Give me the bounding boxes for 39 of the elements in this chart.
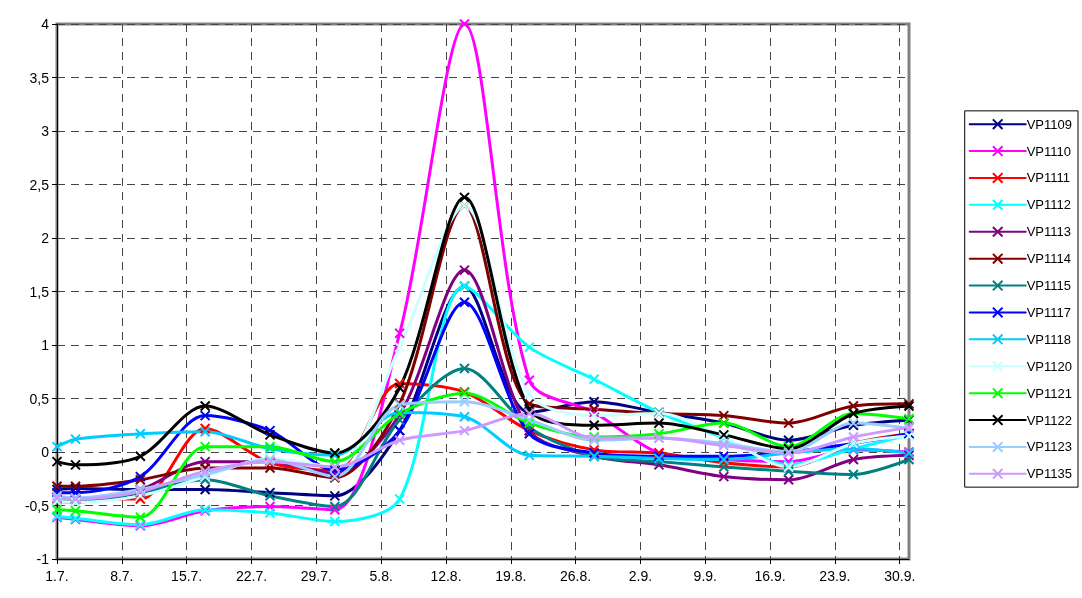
y-tick-label: 4 xyxy=(41,16,50,32)
legend-label: VP1135 xyxy=(1026,466,1072,482)
y-tick-label: 0 xyxy=(41,444,50,460)
y-tick-label: -1 xyxy=(36,551,50,567)
legend-label: VP1112 xyxy=(1026,197,1072,213)
x-tick-label: 2.9. xyxy=(628,568,653,584)
y-tick-label: -0,5 xyxy=(24,497,50,514)
legend-label: VP1117 xyxy=(1026,304,1072,320)
x-tick-label: 22.7. xyxy=(235,568,268,584)
legend-label: VP1121 xyxy=(1026,385,1072,401)
y-tick-label: 1 xyxy=(41,337,50,353)
x-tick-label: 15.7. xyxy=(171,568,203,584)
legend-label: VP1118 xyxy=(1026,331,1072,347)
x-tick-label: 23.9. xyxy=(819,568,851,584)
x-tick-label: 9.9. xyxy=(693,568,717,584)
legend-label: VP1110 xyxy=(1026,143,1072,159)
x-tick-label: 12.8. xyxy=(430,568,462,584)
y-tick-label: 3 xyxy=(41,123,50,139)
legend-label: VP1115 xyxy=(1026,278,1072,294)
x-tick-label: 8.7. xyxy=(110,568,134,584)
x-tick-label: 5.8. xyxy=(369,568,393,584)
x-tick-label: 1.7. xyxy=(45,568,69,584)
y-tick-label: 3,5 xyxy=(29,69,50,86)
legend-label: VP1122 xyxy=(1026,412,1072,428)
x-tick-label: 16.9. xyxy=(754,568,786,584)
y-tick-label: 2 xyxy=(41,230,50,246)
y-tick-label: 2,5 xyxy=(29,176,50,193)
y-tick-label: 1,5 xyxy=(29,283,50,300)
legend-label: VP1123 xyxy=(1026,439,1072,455)
y-tick-label: 0,5 xyxy=(29,390,50,407)
legend-label: VP1111 xyxy=(1026,170,1071,186)
x-tick-label: 29.7. xyxy=(300,568,332,584)
legend-label: VP1113 xyxy=(1026,224,1072,240)
legend-label: VP1114 xyxy=(1026,251,1072,267)
x-tick-label: 19.8. xyxy=(495,568,527,584)
x-tick-label: 30.9. xyxy=(884,568,916,584)
legend-label: VP1120 xyxy=(1026,358,1072,374)
legend-label: VP1109 xyxy=(1026,116,1072,132)
x-tick-label: 26.8. xyxy=(560,568,592,584)
